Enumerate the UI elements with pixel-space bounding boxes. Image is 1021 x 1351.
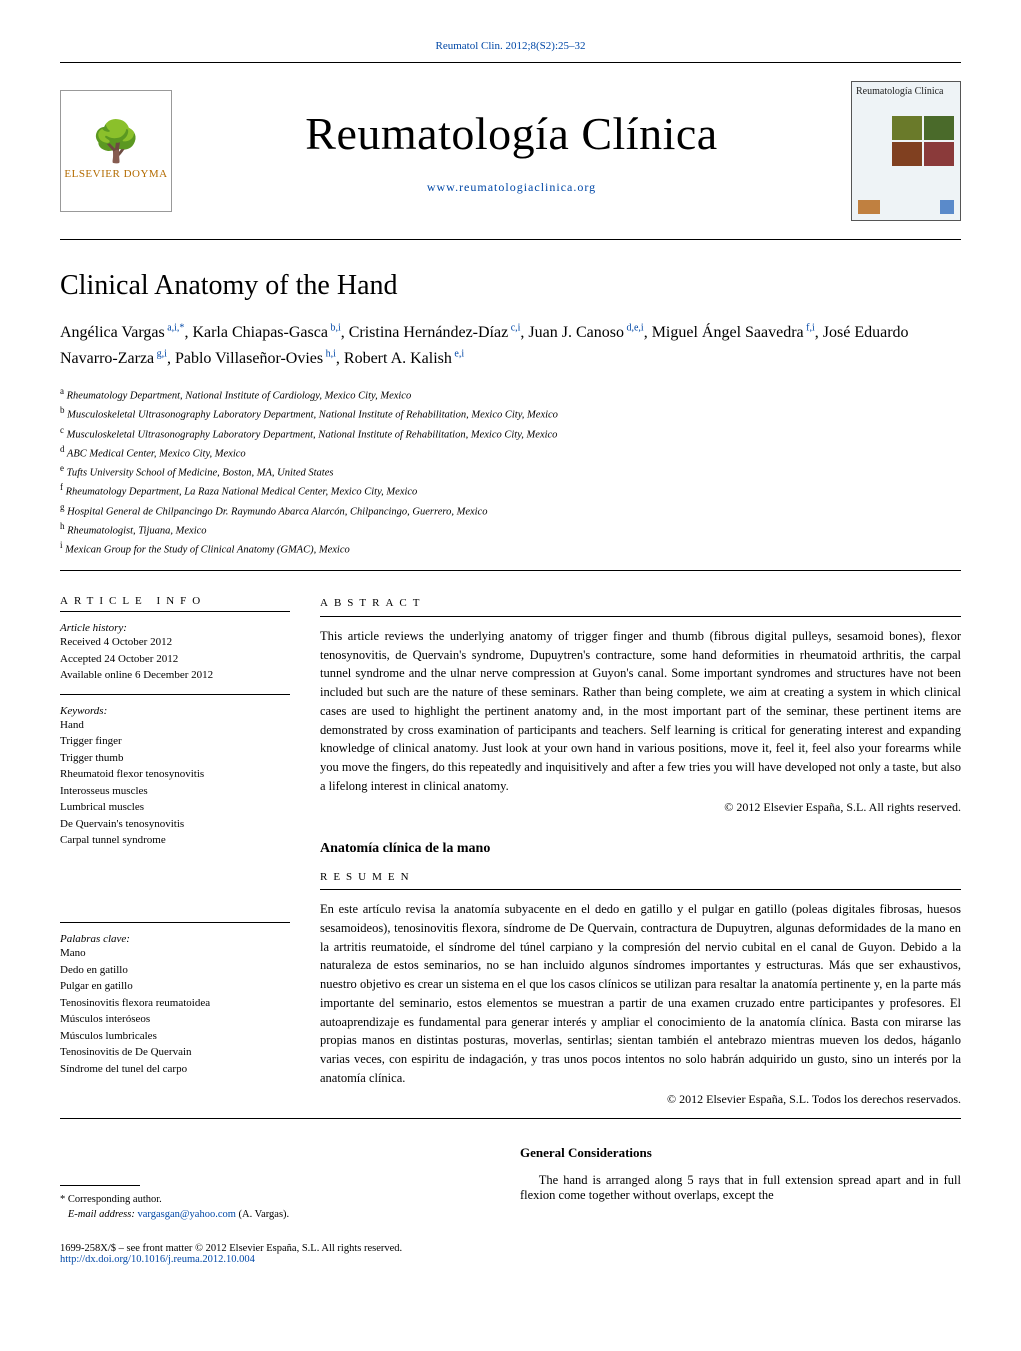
corresponding-author: * Corresponding author. E-mail address: … — [60, 1192, 490, 1224]
section-heading: General Considerations — [520, 1145, 961, 1161]
article-info-column: article info Article history: Received 4… — [60, 577, 290, 900]
abstract-column: abstract This article reviews the underl… — [320, 577, 961, 900]
journal-header: 🌳 ELSEVIER DOYMA Reumatología Clínica ww… — [60, 63, 961, 239]
cover-title: Reumatología Clínica — [856, 86, 956, 97]
corr-label: * Corresponding author. — [60, 1194, 162, 1205]
rule — [60, 239, 961, 240]
affiliation: b Musculoskeletal Ultrasonography Labora… — [60, 404, 961, 423]
journal-title: Reumatología Clínica — [172, 107, 851, 160]
doi-block: 1699-258X/$ – see front matter © 2012 El… — [60, 1243, 961, 1265]
affiliation: g Hospital General de Chilpancingo Dr. R… — [60, 501, 961, 520]
journal-url[interactable]: www.reumatologiaclinica.org — [172, 180, 851, 195]
body-columns: * Corresponding author. E-mail address: … — [60, 1145, 961, 1224]
page: Reumatol Clin. 2012;8(S2):25–32 🌳 ELSEVI… — [0, 0, 1021, 1305]
keyword-item: Carpal tunnel syndrome — [60, 832, 290, 849]
palabra-item: Tenosinovitis de De Quervain — [60, 1044, 290, 1061]
doi-link[interactable]: http://dx.doi.org/10.1016/j.reuma.2012.1… — [60, 1254, 961, 1265]
journal-title-main: Reumatología — [305, 108, 569, 159]
keywords-label: Keywords: — [60, 705, 290, 717]
abstract-copyright: © 2012 Elsevier España, S.L. All rights … — [320, 798, 961, 816]
keyword-item: Hand — [60, 717, 290, 734]
affiliation: a Rheumatology Department, National Inst… — [60, 385, 961, 404]
palabras-column: Palabras clave: ManoDedo en gatilloPulga… — [60, 900, 290, 1108]
keyword-item: Trigger thumb — [60, 750, 290, 767]
palabra-item: Pulgar en gatillo — [60, 978, 290, 995]
article-title: Clinical Anatomy of the Hand — [60, 270, 961, 302]
keyword-item: Lumbrical muscles — [60, 799, 290, 816]
keyword-item: Interosseus muscles — [60, 783, 290, 800]
palabra-item: Músculos interóseos — [60, 1011, 290, 1028]
palabra-item: Mano — [60, 945, 290, 962]
elsevier-tree-icon: 🌳 — [91, 122, 141, 162]
resumen-title: Anatomía clínica de la mano — [320, 838, 961, 859]
history-item: Available online 6 December 2012 — [60, 667, 290, 684]
palabra-item: Síndrome del tunel del carpo — [60, 1061, 290, 1078]
resumen-text-column: En este artículo revisa la anatomía suby… — [320, 900, 961, 1108]
keyword-item: De Quervain's tenosynovitis — [60, 816, 290, 833]
rule — [60, 570, 961, 571]
journal-cover-thumbnail: Reumatología Clínica — [851, 81, 961, 221]
affiliation: f Rheumatology Department, La Raza Natio… — [60, 481, 961, 500]
email-link[interactable]: vargasgan@yahoo.com — [137, 1209, 235, 1220]
article-info-label: article info — [60, 595, 290, 607]
resumen-text: En este artículo revisa la anatomía suby… — [320, 900, 961, 1088]
palabras-label: Palabras clave: — [60, 933, 290, 945]
publisher-logo: 🌳 ELSEVIER DOYMA — [60, 90, 172, 212]
top-citation: Reumatol Clin. 2012;8(S2):25–32 — [60, 40, 961, 52]
abstract-label: abstract — [320, 595, 961, 612]
palabra-item: Tenosinovitis flexora reumatoidea — [60, 995, 290, 1012]
author-list: Angélica Vargas a,i,*, Karla Chiapas-Gas… — [60, 320, 961, 371]
abstract-text: This article reviews the underlying anat… — [320, 627, 961, 796]
palabra-item: Músculos lumbricales — [60, 1028, 290, 1045]
body-paragraph: The hand is arranged along 5 rays that i… — [520, 1173, 961, 1203]
resumen-copyright: © 2012 Elsevier España, S.L. Todos los d… — [320, 1090, 961, 1108]
history-list: Received 4 October 2012Accepted 24 Octob… — [60, 634, 290, 684]
history-item: Accepted 24 October 2012 — [60, 651, 290, 668]
affiliation: c Musculoskeletal Ultrasonography Labora… — [60, 424, 961, 443]
publisher-name: ELSEVIER DOYMA — [64, 168, 167, 180]
footnote-rule — [60, 1185, 140, 1186]
palabra-item: Dedo en gatillo — [60, 962, 290, 979]
affiliations: a Rheumatology Department, National Inst… — [60, 385, 961, 558]
affiliation: e Tufts University School of Medicine, B… — [60, 462, 961, 481]
email-attribution: (A. Vargas). — [239, 1209, 290, 1220]
history-label: Article history: — [60, 622, 290, 634]
resumen-row: Palabras clave: ManoDedo en gatilloPulga… — [60, 900, 961, 1108]
front-matter-line: 1699-258X/$ – see front matter © 2012 El… — [60, 1243, 961, 1254]
affiliation: d ABC Medical Center, Mexico City, Mexic… — [60, 443, 961, 462]
journal-title-sub: Clínica — [569, 108, 717, 159]
resumen-label: resumen — [320, 869, 961, 886]
keyword-item: Rheumatoid flexor tenosynovitis — [60, 766, 290, 783]
footnote-column: * Corresponding author. E-mail address: … — [60, 1145, 490, 1224]
email-label: E-mail address: — [68, 1209, 135, 1220]
info-abstract-row: article info Article history: Received 4… — [60, 577, 961, 900]
history-item: Received 4 October 2012 — [60, 634, 290, 651]
palabras-list: ManoDedo en gatilloPulgar en gatilloTeno… — [60, 945, 290, 1077]
affiliation: h Rheumatologist, Tijuana, Mexico — [60, 520, 961, 539]
keyword-item: Trigger finger — [60, 733, 290, 750]
body-text-column: General Considerations The hand is arran… — [520, 1145, 961, 1224]
keywords-list: HandTrigger fingerTrigger thumbRheumatoi… — [60, 717, 290, 849]
rule — [60, 1118, 961, 1119]
affiliation: i Mexican Group for the Study of Clinica… — [60, 539, 961, 558]
